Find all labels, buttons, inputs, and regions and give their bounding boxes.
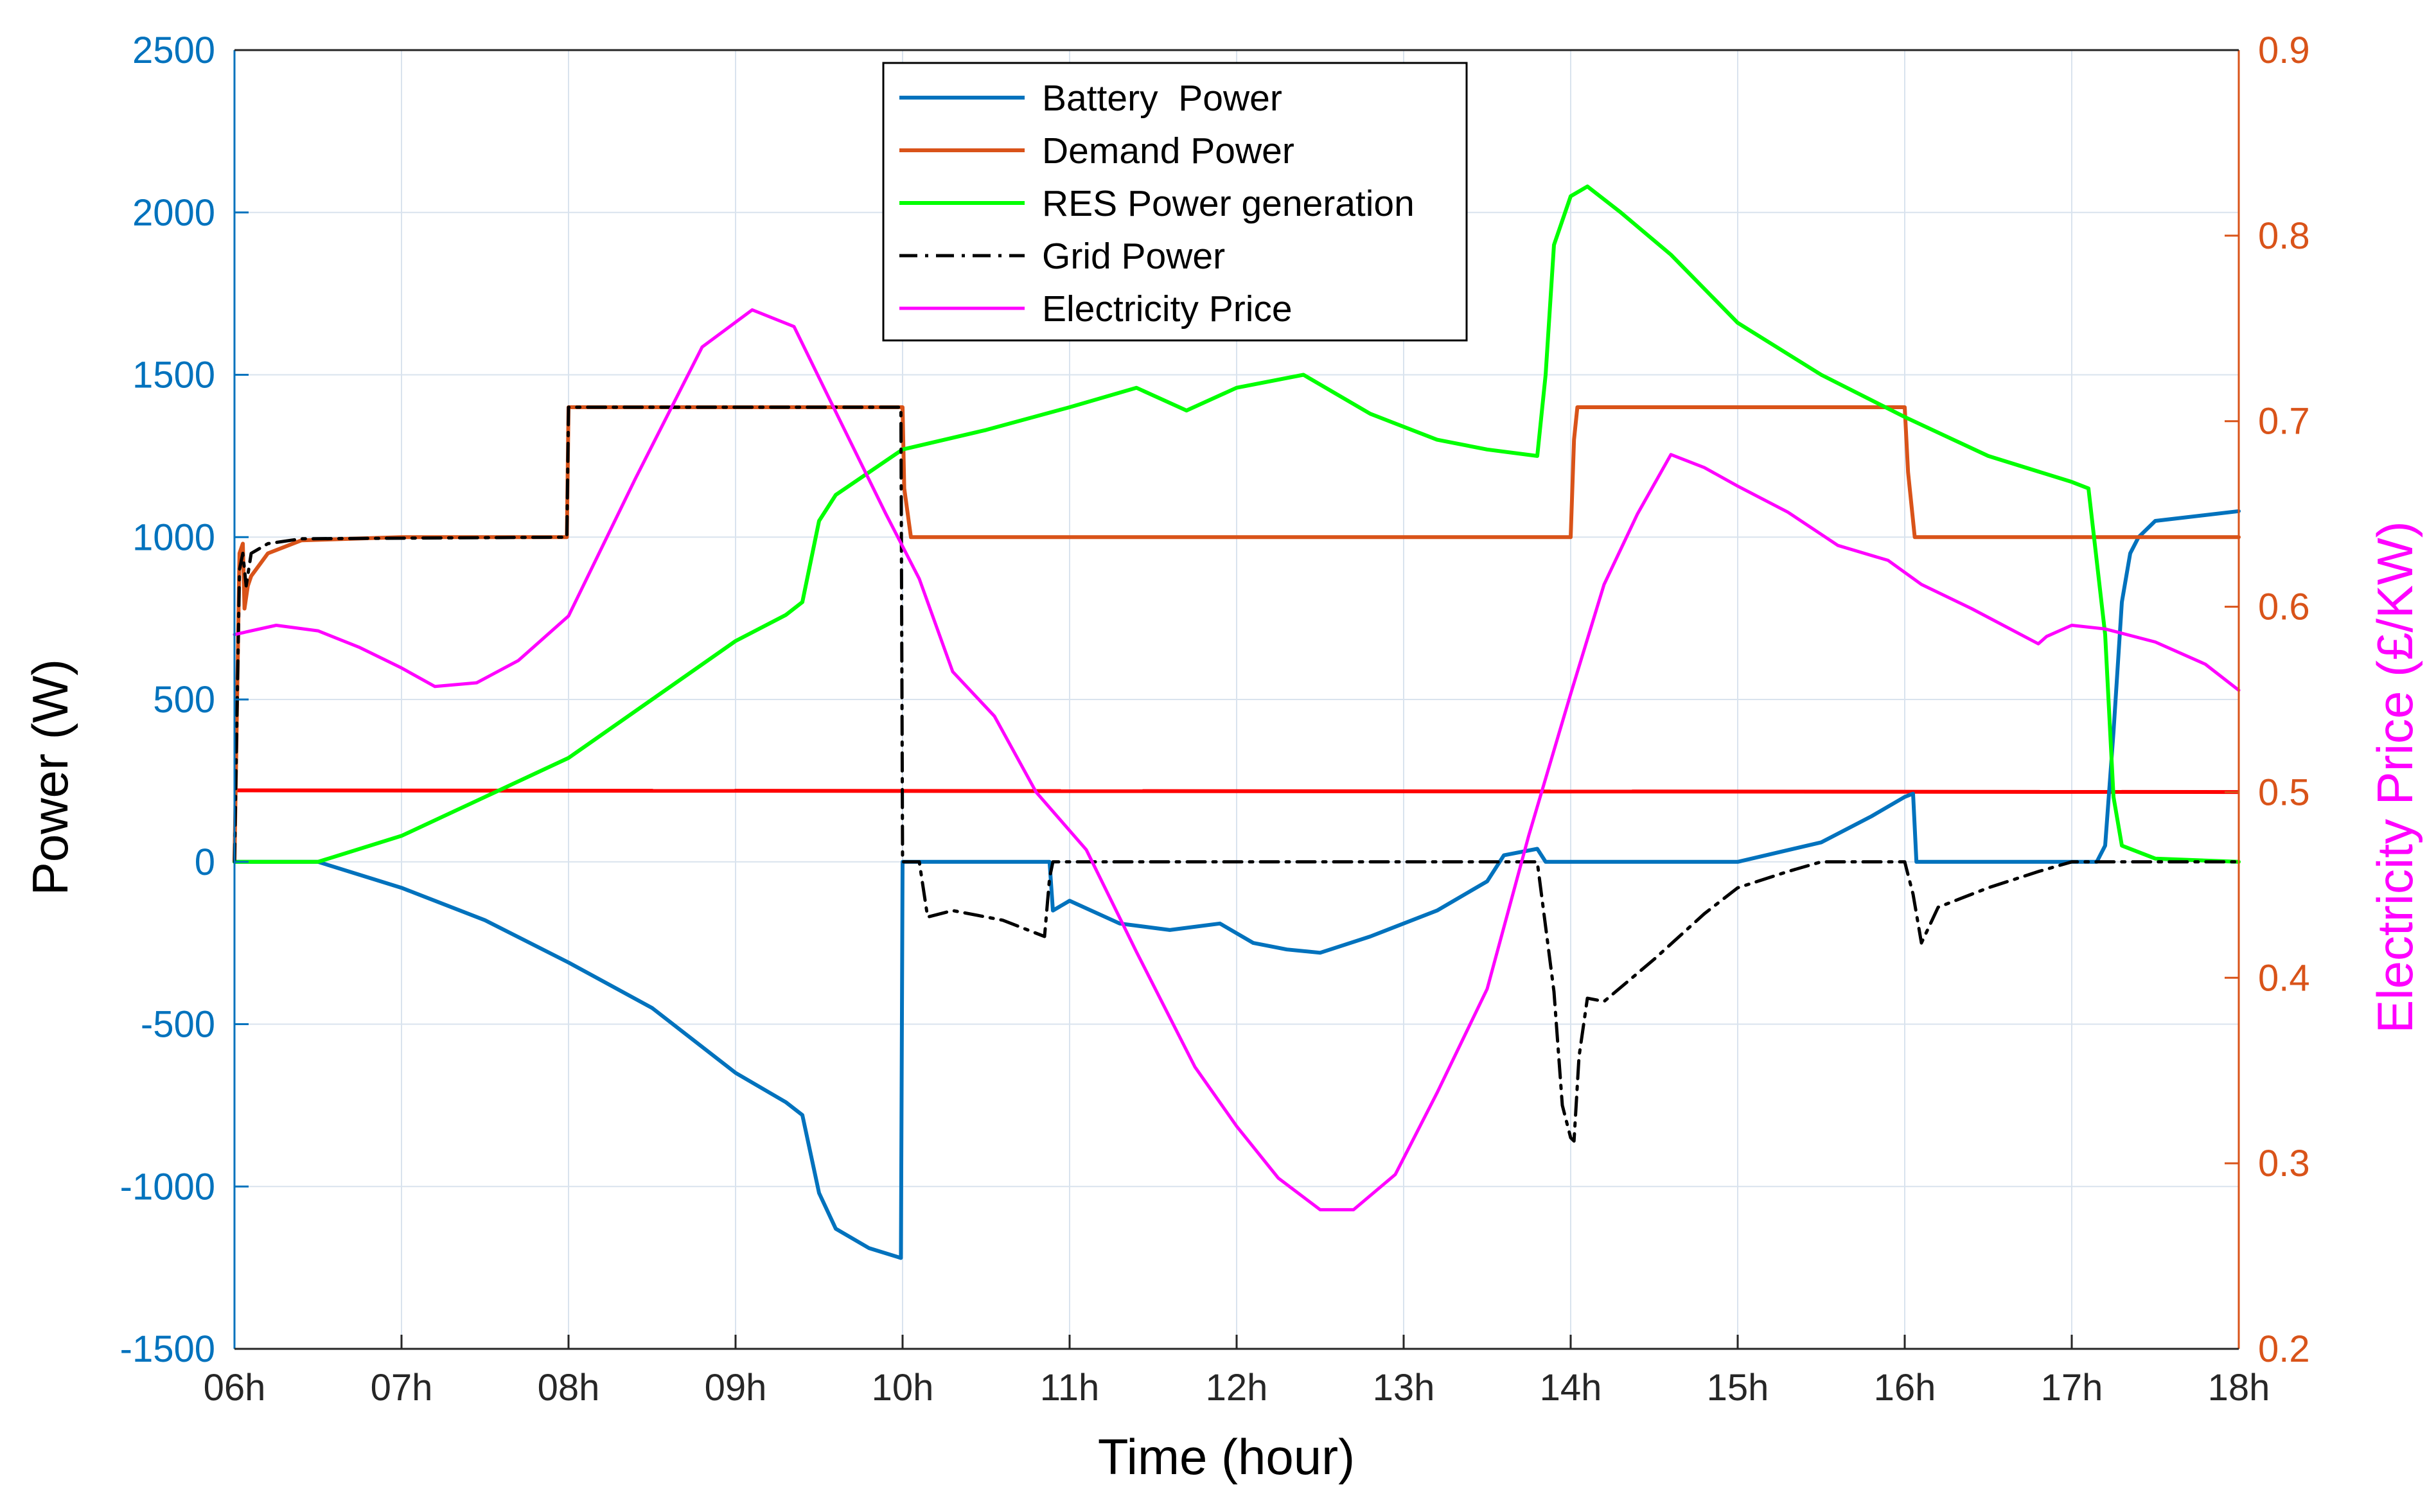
y-left-tick-label: -1500 — [120, 1328, 215, 1370]
y-right-tick-label: 0.2 — [2258, 1328, 2310, 1370]
x-tick-label: 07h — [371, 1367, 433, 1409]
x-tick-label: 09h — [705, 1367, 767, 1409]
y-left-tick-label: 0 — [195, 841, 215, 883]
legend-label-price: Electricity Price — [1042, 288, 1293, 330]
y-right-tick-label: 0.4 — [2258, 957, 2310, 999]
y-left-tick-label: 2000 — [132, 192, 215, 234]
y-left-tick-label: 2500 — [132, 30, 215, 71]
x-tick-label: 10h — [872, 1367, 934, 1409]
x-tick-label: 17h — [2041, 1367, 2103, 1409]
legend-label-battery: Battery Power — [1042, 78, 1282, 119]
x-tick-label: 12h — [1206, 1367, 1268, 1409]
x-tick-label: 13h — [1373, 1367, 1435, 1409]
x-tick-label: 08h — [538, 1367, 600, 1409]
y-left-tick-label: 1000 — [132, 516, 215, 558]
reference-line — [234, 788, 2239, 795]
y-right-tick-label: 0.9 — [2258, 30, 2310, 71]
y-right-tick-label: 0.5 — [2258, 771, 2310, 813]
legend-label-grid: Grid Power — [1042, 236, 1225, 277]
x-tick-label: 16h — [1874, 1367, 1936, 1409]
y-right-tick-label: 0.7 — [2258, 401, 2310, 443]
x-tick-label: 06h — [204, 1367, 266, 1409]
y-left-tick-label: 1500 — [132, 355, 215, 396]
plot-area — [233, 184, 2241, 1260]
y-axis-left-label: Power (W) — [22, 659, 78, 895]
axes: 06h 07h 08h 09h 10h 11h 12h 13h 14h 15h 16h 17h 18h -… — [120, 30, 2310, 1409]
legend-label-res: RES Power generation — [1042, 183, 1415, 224]
y-left-tick-label: 500 — [153, 679, 215, 721]
series-line-price — [233, 308, 2241, 1211]
legend: Battery Power Demand Power RES Power gen… — [882, 62, 1468, 342]
x-tick-label: 18h — [2208, 1367, 2270, 1409]
x-tick-label: 11h — [1040, 1367, 1099, 1409]
x-axis-label: Time (hour) — [1098, 1428, 1355, 1485]
y-left-tick-label: -500 — [141, 1004, 215, 1046]
y-left-tick-label: -1000 — [120, 1166, 215, 1208]
series-line-res — [233, 184, 2241, 864]
series-line-grid — [233, 405, 2241, 1143]
x-tick-label: 14h — [1540, 1367, 1602, 1409]
legend-label-demand: Demand Power — [1042, 130, 1294, 171]
series-line-battery — [233, 509, 2241, 1260]
y-right-tick-label: 0.8 — [2258, 215, 2310, 257]
y-right-tick-label: 0.6 — [2258, 586, 2310, 628]
x-tick-label: 15h — [1707, 1367, 1769, 1409]
y-axis-right-label: Electricity Price (£/KW) — [2367, 521, 2423, 1033]
y-right-tick-label: 0.3 — [2258, 1143, 2310, 1184]
